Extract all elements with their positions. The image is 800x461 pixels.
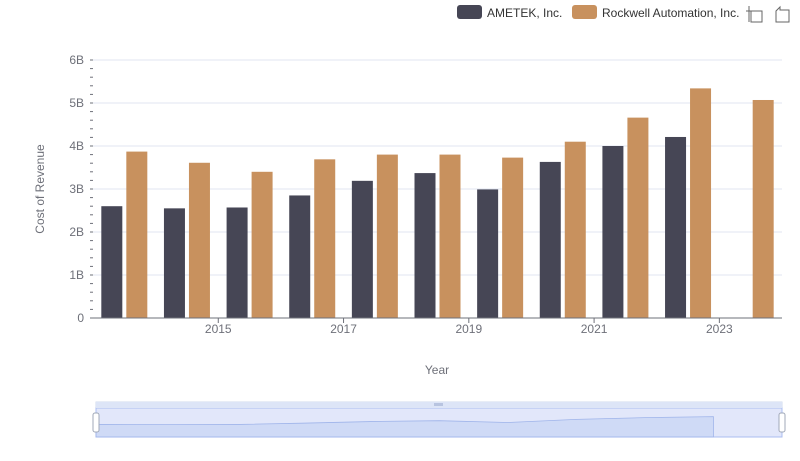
y-tick-label: 3B [69, 182, 84, 196]
data-zoom-move-handle[interactable] [434, 403, 443, 406]
data-zoom-handle-right[interactable] [778, 412, 786, 433]
y-tick-label: 5B [69, 96, 84, 110]
bar-rockwell-2019[interactable] [439, 154, 461, 318]
zoom-icon[interactable] [746, 6, 763, 23]
x-tick-label: 2023 [706, 322, 733, 336]
x-tick-label: 2017 [330, 322, 357, 336]
bar-rockwell-2015[interactable] [188, 162, 210, 318]
bar-rockwell-2014[interactable] [126, 151, 148, 318]
legend-item-ametek[interactable]: AMETEK, Inc. [457, 5, 562, 20]
bar-rockwell-2016[interactable] [251, 171, 273, 318]
legend-swatch-ametek [457, 5, 482, 19]
x-tick-label: 2021 [581, 322, 608, 336]
y-axis-title: Cost of Revenue [33, 144, 47, 234]
x-axis-title: Year [425, 363, 449, 377]
data-zoom-slider[interactable] [92, 401, 786, 438]
x-tick-label: 2015 [205, 322, 232, 336]
y-tick-label: 2B [69, 225, 84, 239]
bar-ametek-2023[interactable] [665, 136, 687, 318]
legend-label-rockwell: Rockwell Automation, Inc. [602, 6, 739, 20]
restore-icon[interactable] [775, 5, 790, 23]
bar-rockwell-2023[interactable] [690, 88, 712, 318]
bar-rockwell-2020[interactable] [502, 157, 524, 318]
y-tick-label: 0 [77, 311, 84, 325]
bar-ametek-2018[interactable] [351, 180, 373, 318]
bar-ametek-2016[interactable] [226, 207, 248, 318]
legend-swatch-rockwell [572, 5, 597, 19]
x-tick-label: 2019 [455, 322, 482, 336]
bar-rockwell-2017[interactable] [314, 159, 336, 318]
bar-rockwell-2018[interactable] [376, 154, 398, 318]
bar-ametek-2015[interactable] [163, 208, 185, 318]
bar-ametek-2019[interactable] [414, 173, 436, 318]
bar-ametek-2022[interactable] [602, 146, 624, 318]
bar-ametek-2014[interactable] [101, 206, 123, 318]
bar-rockwell-2024[interactable] [752, 99, 774, 319]
data-zoom-preview-area [95, 416, 714, 438]
bar-ametek-2020[interactable] [477, 189, 499, 318]
bar-ametek-2017[interactable] [289, 195, 311, 318]
y-tick-label: 6B [69, 53, 84, 67]
bar-ametek-2021[interactable] [539, 161, 561, 318]
y-tick-label: 4B [69, 139, 84, 153]
bar-rockwell-2021[interactable] [564, 141, 586, 318]
bars [101, 88, 774, 319]
axes: 0 1B 2B 3B 4B 5B 6B 2015 2017 2019 2021 2023 [69, 53, 782, 336]
legend: AMETEK, Inc. Rockwell Automation, Inc. [457, 5, 739, 20]
bar-rockwell-2022[interactable] [627, 117, 649, 319]
legend-item-rockwell[interactable]: Rockwell Automation, Inc. [572, 5, 739, 20]
data-zoom-handle-left[interactable] [92, 412, 100, 433]
legend-label-ametek: AMETEK, Inc. [487, 6, 562, 20]
y-tick-label: 1B [69, 268, 84, 282]
